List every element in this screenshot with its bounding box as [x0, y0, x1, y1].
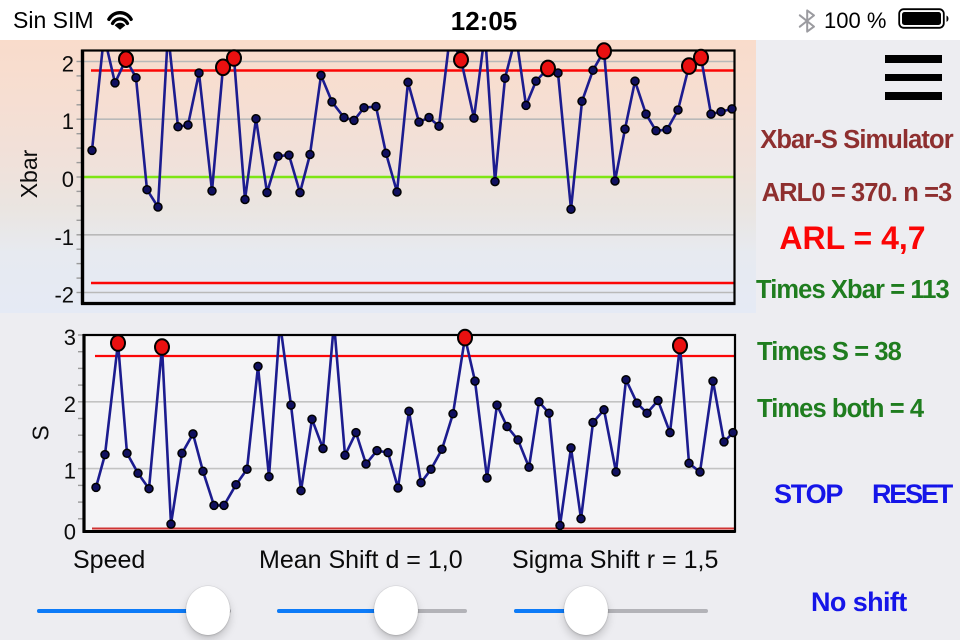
svg-text:S: S	[28, 425, 54, 440]
svg-text:-1: -1	[54, 225, 74, 250]
svg-text:1: 1	[62, 109, 74, 134]
svg-text:1: 1	[64, 459, 76, 484]
svg-text:0: 0	[62, 167, 74, 192]
svg-text:0: 0	[64, 520, 76, 545]
svg-text:2: 2	[62, 52, 74, 77]
svg-text:Xbar: Xbar	[16, 149, 42, 198]
svg-text:3: 3	[64, 325, 76, 350]
svg-text:2: 2	[64, 392, 76, 417]
svg-text:-2: -2	[54, 283, 74, 308]
